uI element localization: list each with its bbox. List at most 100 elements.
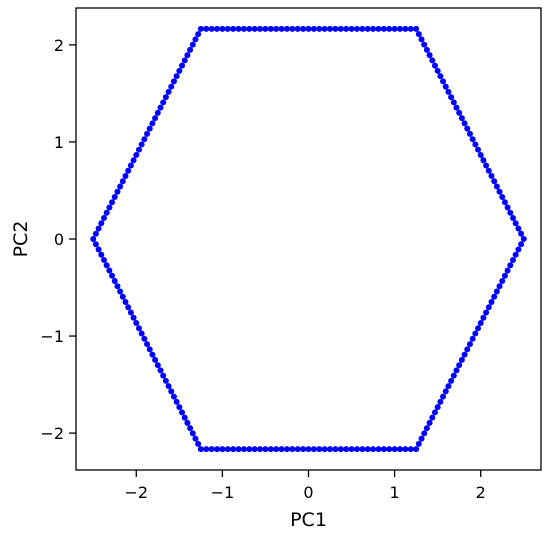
data-point <box>469 136 476 143</box>
data-point <box>515 246 522 253</box>
data-point <box>195 31 202 38</box>
data-point <box>138 330 145 337</box>
data-point <box>353 446 360 453</box>
data-point <box>235 25 242 32</box>
data-point <box>469 335 476 342</box>
data-point <box>98 251 105 258</box>
data-point <box>431 409 438 416</box>
data-point <box>141 136 148 143</box>
data-point <box>130 157 137 164</box>
data-point <box>375 25 382 32</box>
data-point <box>386 446 393 453</box>
data-point <box>289 25 296 32</box>
data-point <box>480 314 487 321</box>
data-point <box>415 440 422 447</box>
data-point <box>456 362 463 369</box>
data-point <box>278 25 285 32</box>
data-point <box>316 25 323 32</box>
data-point <box>496 188 503 195</box>
data-point <box>203 25 210 32</box>
data-point <box>122 172 129 179</box>
data-point <box>208 446 215 453</box>
data-point <box>391 25 398 32</box>
data-point <box>119 178 126 185</box>
data-point <box>246 25 253 32</box>
data-point <box>127 162 134 169</box>
data-point <box>219 25 226 32</box>
data-point <box>507 262 514 269</box>
data-point <box>197 25 204 32</box>
data-point <box>176 404 183 411</box>
data-point <box>111 193 118 200</box>
y-tick-label: −2 <box>40 424 64 443</box>
data-point <box>488 299 495 306</box>
data-point <box>192 435 199 442</box>
data-point <box>224 446 231 453</box>
data-point <box>391 446 398 453</box>
data-point <box>518 230 525 237</box>
data-point <box>127 309 134 316</box>
data-point <box>477 320 484 327</box>
data-point <box>144 341 151 348</box>
data-point <box>488 172 495 179</box>
data-point <box>359 446 366 453</box>
data-point <box>111 278 118 285</box>
data-point <box>283 25 290 32</box>
data-point <box>117 183 124 190</box>
x-axis-label: PC1 <box>290 509 327 531</box>
data-point <box>458 356 465 363</box>
data-point <box>458 115 465 122</box>
data-point <box>407 446 414 453</box>
data-point <box>154 362 161 369</box>
data-point <box>501 272 508 279</box>
data-point <box>149 351 156 358</box>
data-point <box>114 188 121 195</box>
data-points <box>90 25 527 453</box>
data-point <box>499 193 506 200</box>
data-point <box>189 41 196 48</box>
data-point <box>170 78 177 85</box>
data-point <box>122 299 129 306</box>
data-point <box>173 398 180 405</box>
data-point <box>168 388 175 395</box>
data-point <box>442 388 449 395</box>
y-tick-label: −1 <box>40 327 64 346</box>
data-point <box>321 446 328 453</box>
data-point <box>187 46 194 53</box>
data-point <box>364 25 371 32</box>
data-point <box>515 225 522 232</box>
data-point <box>461 351 468 358</box>
data-point <box>103 209 110 216</box>
data-point <box>208 25 215 32</box>
data-point <box>493 288 500 295</box>
data-point <box>475 146 482 153</box>
x-tick-label: −2 <box>124 483 148 502</box>
data-point <box>485 304 492 311</box>
data-point <box>144 130 151 137</box>
data-point <box>493 183 500 190</box>
data-point <box>429 57 436 64</box>
data-point <box>353 25 360 32</box>
data-point <box>407 25 414 32</box>
data-point <box>184 419 191 426</box>
data-point <box>170 393 177 400</box>
data-point <box>106 204 113 211</box>
data-point <box>418 36 425 43</box>
data-point <box>267 446 274 453</box>
data-point <box>149 120 156 127</box>
data-point <box>472 141 479 148</box>
data-point <box>396 446 403 453</box>
data-point <box>184 52 191 59</box>
data-point <box>214 446 221 453</box>
data-point <box>257 25 264 32</box>
y-axis-ticks: 2 1 0 −1 −2 <box>40 36 76 443</box>
data-point <box>337 25 344 32</box>
data-point <box>512 251 519 258</box>
data-point <box>117 288 124 295</box>
data-point <box>375 446 382 453</box>
data-point <box>251 446 258 453</box>
data-point <box>445 383 452 390</box>
data-point <box>437 73 444 80</box>
data-point <box>445 88 452 95</box>
data-point <box>114 283 121 290</box>
